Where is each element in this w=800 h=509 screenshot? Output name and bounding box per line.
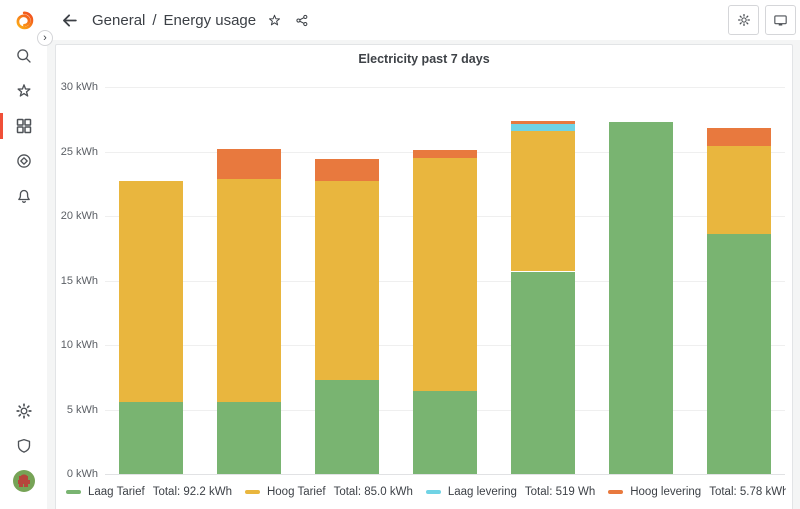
grid-line: [105, 474, 785, 475]
y-tick-label: 10 kWh: [60, 339, 98, 351]
bar-segment[interactable]: [413, 157, 477, 392]
bar-segment[interactable]: [315, 181, 379, 380]
shield-admin-icon: [17, 439, 30, 453]
search-icon: [16, 49, 31, 63]
sidebar-item-alerting[interactable]: [0, 184, 47, 208]
share-dashboard-button[interactable]: [288, 6, 316, 34]
bar-segment[interactable]: [217, 148, 281, 179]
y-tick-label: 30 kWh: [60, 81, 98, 93]
legend-series-dash: [66, 490, 81, 494]
chevron-right-icon: ›: [43, 31, 47, 44]
breadcrumb-dashboard-title[interactable]: Energy usage: [163, 11, 257, 29]
legend-item[interactable]: Laag Tarief Total: 92.2 kWh: [66, 486, 232, 498]
sidebar-item-starred[interactable]: [0, 79, 47, 103]
bar-segment[interactable]: [217, 401, 281, 474]
bar-segment[interactable]: [315, 159, 379, 182]
chart-legend: Laag Tarief Total: 92.2 kWh Hoog Tarief Tot…: [66, 482, 786, 502]
legend-item[interactable]: Laag levering Total: 519 Wh: [425, 486, 596, 498]
bar-segment[interactable]: [707, 128, 771, 147]
dashboard-settings-button[interactable]: [728, 5, 759, 35]
legend-series-total: Total: 5.78 kWh: [709, 486, 786, 498]
bar-segment[interactable]: [511, 271, 575, 474]
legend-item[interactable]: Hoog Tarief Total: 85.0 kWh: [244, 486, 413, 498]
arrow-left-icon: [62, 13, 77, 27]
sidebar-bottom: [0, 399, 47, 493]
stacked-bar-chart: 0 kWh 5 kWh 10 kWh 15 kWh 20 kWh 25 kWh 30 kWh: [56, 45, 792, 509]
panel-title[interactable]: Electricity past 7 days: [358, 52, 490, 66]
breadcrumb-folder[interactable]: General: [92, 11, 146, 29]
bar-segment[interactable]: [315, 379, 379, 474]
legend-series-name: Hoog Tarief: [266, 486, 326, 498]
star-outline-icon: [268, 14, 280, 25]
sidebar-item-dashboards[interactable]: [0, 113, 47, 139]
star-icon: [17, 84, 31, 97]
bar-segment[interactable]: [217, 178, 281, 402]
y-tick-label: 5 kWh: [66, 403, 98, 416]
bar-segment[interactable]: [707, 234, 771, 474]
gear-icon: [737, 14, 750, 26]
legend-series-dash: [425, 490, 441, 494]
dashboard-content: Electricity past 7 days 0 kWh 5 kWh 10 kWh…: [47, 40, 800, 509]
breadcrumb: General / Energy usage: [92, 12, 256, 29]
back-button[interactable]: [55, 6, 83, 34]
y-tick-label: 0 kWh: [66, 468, 98, 480]
monitor-icon: [774, 14, 787, 26]
bar-segment[interactable]: [413, 391, 477, 474]
sidebar-item-configuration[interactable]: [0, 399, 47, 423]
breadcrumb-separator: /: [152, 11, 157, 29]
compass-explore-icon: [16, 154, 31, 168]
bar-segment[interactable]: [119, 181, 183, 402]
topbar: General / Energy usage: [47, 0, 800, 40]
bar-segment[interactable]: [511, 130, 575, 272]
cycle-view-mode-button[interactable]: [765, 5, 796, 35]
y-tick-label: 25 kWh: [60, 145, 98, 158]
favorite-dashboard-button[interactable]: [260, 6, 288, 34]
y-tick-label: 20 kWh: [60, 210, 98, 222]
legend-item[interactable]: Hoog levering Total: 5.78 kWh: [608, 486, 786, 498]
y-tick-label: 15 kWh: [60, 274, 98, 287]
grafana-flame-icon: [16, 11, 33, 30]
legend-series-dash: [244, 490, 260, 494]
sidebar: [0, 0, 47, 509]
dashboards-grid-icon: [16, 118, 31, 134]
sidebar-expand-button[interactable]: ›: [37, 30, 53, 46]
sidebar-item-search[interactable]: [0, 44, 47, 68]
legend-series-name: Laag levering: [447, 486, 517, 498]
share-alt-icon: [296, 14, 307, 26]
legend-series-name: Hoog levering: [630, 486, 702, 498]
bar-segment[interactable]: [119, 401, 183, 474]
bar-segment[interactable]: [511, 123, 575, 131]
bar-segment[interactable]: [511, 121, 575, 124]
grid-line: [105, 87, 785, 88]
sidebar-item-server-admin[interactable]: [0, 434, 47, 458]
bell-alerting-icon: [17, 189, 30, 204]
legend-series-total: Total: 92.2 kWh: [152, 486, 232, 498]
legend-series-dash: [608, 490, 624, 494]
panel-electricity: Electricity past 7 days 0 kWh 5 kWh 10 kWh…: [55, 44, 793, 509]
legend-series-total: Total: 85.0 kWh: [333, 486, 413, 498]
bar-segment[interactable]: [413, 150, 477, 158]
gear-configuration-icon: [15, 403, 32, 419]
bar-segment[interactable]: [609, 121, 673, 474]
user-avatar: [12, 470, 35, 492]
legend-series-name: Laag Tarief: [88, 486, 145, 498]
grafana-logo[interactable]: [12, 9, 36, 33]
sidebar-item-profile[interactable]: [0, 469, 47, 493]
sidebar-item-explore[interactable]: [0, 149, 47, 173]
legend-series-total: Total: 519 Wh: [524, 486, 596, 498]
bar-segment[interactable]: [707, 146, 771, 234]
sidebar-nav: [0, 44, 47, 208]
active-indicator: [0, 113, 3, 139]
